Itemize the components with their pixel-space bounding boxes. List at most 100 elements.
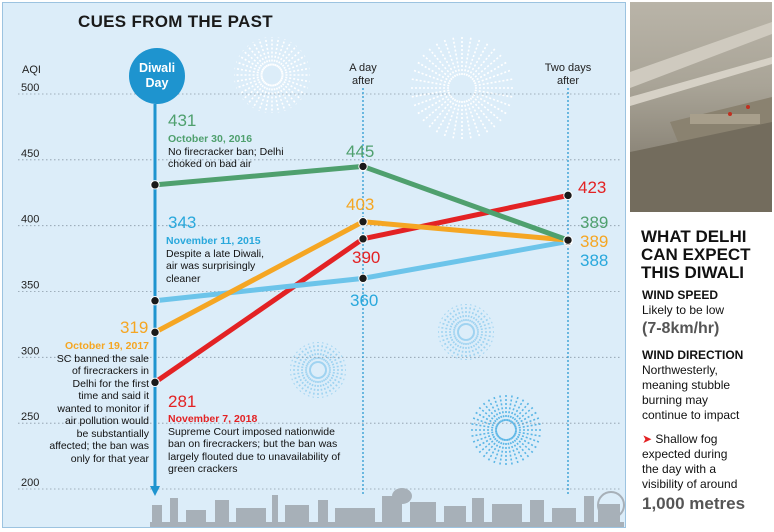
note-line: affected; the ban was xyxy=(49,440,149,452)
note-2015: November 11, 2015 Despite a late Diwali,… xyxy=(166,235,264,285)
note-2017-date: October 19, 2017 xyxy=(64,340,149,352)
note-line: only for that year xyxy=(70,452,149,465)
note-2018-date: November 7, 2018 xyxy=(168,413,258,425)
data-point xyxy=(150,327,160,338)
note-line: air pollution would xyxy=(64,415,149,427)
wind-direction-line: continue to impact xyxy=(642,408,740,422)
firework-decoration xyxy=(438,304,494,360)
column-head-line: after xyxy=(556,75,579,87)
data-point xyxy=(150,377,160,388)
note-2015-date: November 11, 2015 xyxy=(166,235,261,247)
fog-text: ➤ Shallow fog expected during the day wi… xyxy=(642,432,770,492)
fog-visibility-value: 1,000 metres xyxy=(642,494,746,513)
badge-line: Diwali xyxy=(138,61,176,75)
note-line: cleaner xyxy=(166,272,201,285)
value-label-2018-diwali: 281 xyxy=(168,392,197,411)
smog-photo-illustration xyxy=(630,22,772,212)
note-line: Delhi for the first xyxy=(72,377,149,390)
value-label-2017-day-after: 403 xyxy=(346,195,375,214)
y-tick-label: 350 xyxy=(21,280,39,292)
note-line: of firecrackers in xyxy=(71,365,149,377)
firework-decoration xyxy=(470,394,542,466)
diwali-day-badge: Diwali Day xyxy=(129,48,185,104)
note-2018: November 7, 2018 Supreme Court imposed n… xyxy=(168,413,340,476)
note-2016: October 30, 2016 No firecracker ban; Del… xyxy=(168,133,284,171)
column-head-line: A day xyxy=(349,62,377,74)
badge-line: Day xyxy=(145,76,169,90)
fog-line: the day with a xyxy=(642,462,717,476)
column-head-a-day-after: A day after xyxy=(328,62,398,88)
wind-direction-label: WIND DIRECTION xyxy=(642,348,744,362)
firework-decoration xyxy=(410,36,514,140)
firework-decoration xyxy=(234,37,310,113)
value-label-2015-day-after: 360 xyxy=(350,291,379,310)
wind-direction-line: meaning stubble xyxy=(642,378,731,392)
wind-speed-label: WIND SPEED xyxy=(642,288,719,302)
value-label-2017-diwali: 319 xyxy=(120,318,149,337)
wind-direction-text: Northwesterly, meaning stubble burning m… xyxy=(642,363,770,423)
chart-background xyxy=(2,2,626,528)
note-2016-date: October 30, 2016 xyxy=(168,133,253,145)
note-line: ban on firecrackers; but the ban was xyxy=(168,438,338,450)
y-tick-label: 200 xyxy=(21,477,39,489)
value-label-2015-diwali: 343 xyxy=(168,213,197,232)
note-line: choked on bad air xyxy=(168,158,252,170)
note-line: largely flouted due to unavailability of xyxy=(168,450,341,463)
note-line: wanted to monitor if xyxy=(57,402,149,415)
forecast-heading: WHAT DELHI CAN EXPECT THIS DIWALI xyxy=(641,228,751,282)
fog-line: expected during xyxy=(642,447,728,461)
column-head-line: after xyxy=(351,75,374,87)
y-tick-label: 300 xyxy=(21,345,39,357)
data-point xyxy=(358,217,368,227)
note-line: No firecracker ban; Delhi xyxy=(168,145,284,158)
fog-line: visibility of around xyxy=(642,477,738,491)
data-point xyxy=(358,273,368,284)
data-point xyxy=(150,180,160,190)
forecast-heading-line: WHAT DELHI xyxy=(641,227,747,246)
note-line: Despite a late Diwali, xyxy=(166,247,265,260)
firework-decoration xyxy=(290,342,346,398)
y-tick-label: 450 xyxy=(21,148,39,160)
y-axis-unit: AQI xyxy=(22,64,41,76)
value-label-2016-day-after: 445 xyxy=(346,142,375,161)
value-label-2018-day-after: 390 xyxy=(352,248,381,267)
data-point xyxy=(150,296,160,306)
chart-title: CUES FROM THE PAST xyxy=(78,12,273,31)
data-point xyxy=(563,190,573,201)
skyline-decoration xyxy=(150,488,625,527)
forecast-heading-line: THIS DIWALI xyxy=(641,263,744,282)
y-tick-label: 250 xyxy=(21,411,39,423)
note-line: green crackers xyxy=(168,463,238,475)
value-label-2018-two-days: 423 xyxy=(578,178,607,197)
y-tick-label: 400 xyxy=(21,214,39,226)
fog-line: ➤ Shallow fog xyxy=(642,432,770,447)
note-2017: October 19, 2017 SC banned the sale of f… xyxy=(10,340,149,465)
note-line: time and said it xyxy=(78,390,149,402)
y-tick-label: 500 xyxy=(21,82,39,94)
data-point xyxy=(358,161,368,172)
smog-photo xyxy=(630,2,772,212)
forecast-heading-line: CAN EXPECT xyxy=(641,245,751,264)
fog-line-text: Shallow fog xyxy=(655,432,718,446)
column-head-two-days-after: Two days after xyxy=(533,62,603,88)
value-label-2016-two-days: 389 xyxy=(580,213,609,232)
data-point xyxy=(563,235,573,245)
note-line: air was surprisingly xyxy=(166,260,256,272)
value-label-2015-two-days: 388 xyxy=(580,251,609,270)
value-label-2017-two-days: 389 xyxy=(580,232,609,251)
note-line: Supreme Court imposed nationwide xyxy=(168,425,335,438)
wind-direction-line: Northwesterly, xyxy=(642,363,718,377)
arrow-icon: ➤ xyxy=(642,432,653,446)
note-line: be substantially xyxy=(76,427,149,440)
forecast-panel xyxy=(630,214,772,530)
wind-speed-value: (7-8km/hr) xyxy=(642,320,720,337)
wind-speed-text: Likely to be low xyxy=(642,303,725,317)
value-label-2016-diwali: 431 xyxy=(168,111,197,130)
note-line: SC banned the sale xyxy=(56,352,149,365)
wind-direction-line: burning may xyxy=(642,393,709,407)
column-head-line: Two days xyxy=(544,62,592,74)
diwali-day-arrowhead xyxy=(150,486,160,496)
data-point xyxy=(358,234,368,244)
